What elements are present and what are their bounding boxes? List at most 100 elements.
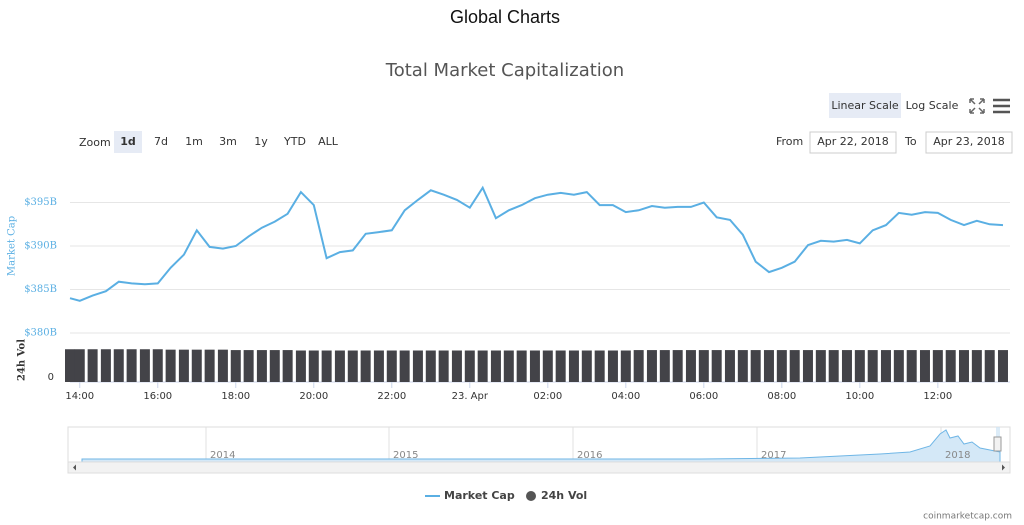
x-tick-label: 06:00 <box>689 391 718 402</box>
line <box>69 185 1004 302</box>
volume-bar <box>659 350 670 382</box>
x-tick-label: 22:00 <box>377 391 406 402</box>
volume-bar <box>841 350 852 382</box>
menu-icon[interactable] <box>993 98 1010 114</box>
to-label: To <box>904 135 917 148</box>
volume-bar <box>204 349 215 382</box>
volume-bar <box>581 350 592 382</box>
volume-bar <box>763 350 774 382</box>
zoom-button[interactable]: ALL <box>318 135 339 148</box>
navigator-label: 2016 <box>577 450 602 461</box>
x-tick-label: 18:00 <box>221 391 250 402</box>
button-bg[interactable] <box>114 131 142 153</box>
zoom-label: Zoom <box>79 136 111 149</box>
zoom-button[interactable]: 1y <box>254 135 268 148</box>
volume-bar <box>737 350 748 382</box>
volume-bar <box>789 350 800 382</box>
volume-bar <box>477 350 488 382</box>
volume-bar <box>776 350 787 382</box>
legend-label[interactable]: 24h Vol <box>541 489 587 502</box>
volume-bar <box>750 350 761 382</box>
volume-bar <box>464 350 475 382</box>
volume-bar <box>243 350 254 382</box>
from-label: From <box>776 135 803 148</box>
volume-bar <box>646 350 657 382</box>
volume-bar <box>126 349 137 382</box>
volume-bar <box>893 350 904 382</box>
volume-bar <box>828 350 839 382</box>
volume-bar <box>178 349 189 382</box>
volume-bar <box>347 350 358 382</box>
volume-bar <box>139 349 150 382</box>
volume-bar <box>958 350 969 382</box>
volume-bar <box>594 350 605 382</box>
volume-bar <box>334 350 345 382</box>
volume-bar <box>607 350 618 382</box>
navigator[interactable] <box>67 426 1011 474</box>
volume-bar <box>87 349 98 382</box>
to-input[interactable] <box>925 131 1013 154</box>
zoom-button[interactable]: 7d <box>154 135 168 148</box>
volume-bar <box>971 350 982 382</box>
volume-bar <box>451 350 462 382</box>
volume-bar <box>152 349 163 382</box>
volume-bar <box>65 349 75 382</box>
volume-bar <box>282 350 293 382</box>
volume-bar <box>906 350 917 382</box>
volume-bar <box>568 350 579 382</box>
volume-bar <box>425 350 436 382</box>
volume-bar <box>698 350 709 382</box>
volume-bar <box>269 350 280 382</box>
volume-bar <box>490 350 501 382</box>
credits: coinmarketcap.com <box>923 512 1012 522</box>
zoom-button[interactable]: 1m <box>185 135 203 148</box>
volume-bar <box>529 350 540 382</box>
volume-bar <box>724 350 735 382</box>
x-tick-label: 23. Apr <box>452 391 489 402</box>
x-tick-label: 04:00 <box>611 391 640 402</box>
volume-bar <box>620 350 631 382</box>
volume-bar <box>815 350 826 382</box>
from-input[interactable] <box>809 131 897 154</box>
linear-scale[interactable]: Linear Scale <box>831 99 899 112</box>
volume-bar <box>191 349 202 382</box>
navigator-label: 2014 <box>210 450 235 461</box>
volume-bar <box>386 350 397 382</box>
fullscreen-icon[interactable] <box>969 98 985 114</box>
volume-bar <box>945 350 956 382</box>
volume-bar <box>555 350 566 382</box>
volume-bar <box>230 350 241 382</box>
volume-bar <box>74 349 85 382</box>
legend-label[interactable]: Market Cap <box>444 489 515 502</box>
from-date[interactable]: Apr 22, 2018 <box>817 135 889 148</box>
to-date[interactable]: Apr 23, 2018 <box>933 135 1005 148</box>
volume-bar <box>919 350 930 382</box>
y-tick-label: $390B <box>24 241 57 252</box>
volume-bar <box>854 350 865 382</box>
x-tick-label: 20:00 <box>299 391 328 402</box>
page-title: Global Charts <box>450 7 560 27</box>
x-tick-label: 02:00 <box>533 391 562 402</box>
x-tick-label: 12:00 <box>923 391 952 402</box>
log-scale[interactable]: Log Scale <box>906 99 959 112</box>
x-tick-label: 16:00 <box>143 391 172 402</box>
y2-axis-title: 24h Vol <box>17 339 28 381</box>
volume-bar <box>100 349 111 382</box>
volume-bar <box>113 349 124 382</box>
x-tick-label: 08:00 <box>767 391 796 402</box>
volume-bar <box>295 350 306 382</box>
zoom-button[interactable]: 3m <box>219 135 237 148</box>
volume-bar <box>516 350 527 382</box>
legend-marker[interactable] <box>526 491 536 501</box>
zoom-button[interactable]: YTD <box>283 135 306 148</box>
x-tick-label: 10:00 <box>845 391 874 402</box>
button-bg[interactable] <box>829 93 901 118</box>
volume-bar <box>256 350 267 382</box>
volume-bar <box>880 350 891 382</box>
volume-bar <box>984 350 995 382</box>
volume-bar <box>711 350 722 382</box>
zoom-button[interactable]: 1d <box>120 135 136 148</box>
navigator-label: 2015 <box>393 450 418 461</box>
volume-bar <box>412 350 423 382</box>
